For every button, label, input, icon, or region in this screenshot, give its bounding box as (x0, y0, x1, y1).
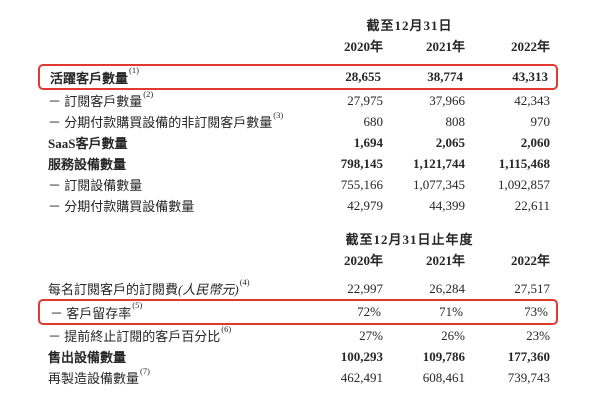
years-header-row: 2020年 2021年 2022年 (48, 248, 550, 270)
row-remanufactured-devices: 再製造設備數量(7) 462,491 608,461 739,743 (48, 365, 550, 388)
footnote-marker: (4) (239, 276, 250, 287)
year-header-2022: 2022年 (510, 252, 550, 268)
footnote-marker: (3) (273, 109, 284, 120)
footnote-marker: (1) (129, 65, 139, 76)
metric-label: 活躍客戶數量(1) (50, 65, 139, 86)
value-2020: 798,145 (340, 155, 383, 171)
value-2021: 37,966 (429, 92, 465, 108)
period-header: 截至12月31日止年度 (345, 231, 474, 247)
metric-label: SaaS客戶數量 (48, 136, 128, 151)
value-2020: 27,975 (347, 92, 383, 108)
metric-label: 服務設備數量 (48, 157, 127, 172)
metric-label: － 訂閱設備數量 (48, 178, 143, 193)
period-header-row: 截至12月31日 (48, 14, 550, 34)
value-2021: 26% (441, 327, 465, 343)
row-installment-devices: － 分期付款購買設備數量 42,979 44,399 22,611 (48, 195, 550, 216)
row-saas-customers: SaaS客戶數量 1,694 2,065 2,060 (48, 132, 550, 153)
value-2020: 755,166 (340, 176, 383, 192)
value-2021: 38,774 (427, 69, 463, 84)
operating-metrics-table-1: 截至12月31日 2020年 2021年 2022年 活躍客戶數量(1) 28,… (38, 0, 558, 216)
year-header-2020: 2020年 (343, 252, 383, 268)
value-2022: 177,360 (507, 348, 550, 364)
value-2020: 1,694 (353, 134, 383, 150)
value-2022: 23% (526, 327, 550, 343)
metric-label: 每名訂閱客戶的訂閱費(人民幣元)(4) (48, 276, 250, 297)
year-header-2021: 2021年 (425, 38, 465, 54)
row-customer-retention-rate: － 客戶留存率(5) 72% 71% 73% (38, 299, 558, 325)
value-2022: 43,313 (512, 69, 548, 84)
value-2021: 71% (439, 304, 463, 319)
value-2022: 73% (524, 304, 548, 319)
value-2020: 100,293 (340, 348, 383, 364)
value-2022: 970 (530, 113, 551, 129)
currency-unit-label: (人民幣元) (178, 282, 239, 297)
metric-label: 售出設備數量 (48, 350, 127, 365)
metric-label: － 分期付款購買設備數量 (48, 199, 195, 214)
row-subscription-customers: － 訂閱客戶數量(2) 27,975 37,966 42,343 (48, 88, 550, 111)
value-2020: 462,491 (340, 369, 383, 385)
row-active-customers: 活躍客戶數量(1) 28,655 38,774 43,313 (38, 64, 558, 90)
value-2021: 2,065 (435, 134, 465, 150)
value-2022: 1,092,857 (498, 176, 550, 192)
value-2021: 26,284 (429, 280, 465, 296)
metric-label: － 分期付款購買設備的非訂閱客戶數量(3) (48, 109, 284, 130)
value-2022: 2,060 (520, 134, 550, 150)
footnote-marker: (7) (140, 365, 150, 376)
operating-metrics-table-2: 截至12月31日止年度 2020年 2021年 2022年 每名訂閱客戶的訂閱費… (38, 228, 558, 388)
row-installment-non-subscription-customers: － 分期付款購買設備的非訂閱客戶數量(3) 680 808 970 (48, 109, 551, 132)
footnote-marker: (5) (132, 300, 143, 311)
period-header-row: 截至12月31日止年度 (48, 228, 550, 248)
metric-label: － 客戶留存率(5) (50, 300, 143, 321)
value-2022: 27,517 (514, 280, 550, 296)
footnote-marker: (6) (221, 323, 232, 334)
value-2021: 1,077,345 (413, 176, 465, 192)
year-header-2021: 2021年 (425, 252, 465, 268)
period-header: 截至12月31日 (366, 17, 453, 33)
value-2020: 680 (363, 113, 384, 129)
value-2021: 44,399 (429, 197, 465, 213)
value-2021: 608,461 (422, 369, 465, 385)
value-2022: 22,611 (514, 197, 550, 213)
value-2020: 27% (359, 327, 383, 343)
row-subscription-fee-per-customer: 每名訂閱客戶的訂閱費(人民幣元)(4) 22,997 26,284 27,517 (48, 276, 550, 299)
row-subscription-devices: － 訂閱設備數量 755,166 1,077,345 1,092,857 (48, 174, 550, 195)
footnote-marker: (2) (143, 88, 154, 99)
value-2021: 109,786 (422, 348, 465, 364)
value-2021: 1,121,744 (413, 155, 465, 171)
value-2022: 1,115,468 (498, 155, 550, 171)
years-header-row: 2020年 2021年 2022年 (48, 34, 550, 56)
year-header-2020: 2020年 (343, 38, 383, 54)
value-2022: 739,743 (507, 369, 550, 385)
metric-label: － 訂閱客戶數量(2) (48, 88, 154, 109)
value-2020: 28,655 (345, 69, 381, 84)
value-2020: 22,997 (347, 280, 383, 296)
metric-label: 再製造設備數量(7) (48, 365, 150, 386)
value-2021: 808 (445, 113, 466, 129)
row-serviced-devices: 服務設備數量 798,145 1,121,744 1,115,468 (48, 153, 550, 174)
row-early-termination-percentage: － 提前終止訂閱的客戶百分比(6) 27% 26% 23% (48, 323, 550, 346)
year-header-2022: 2022年 (510, 38, 550, 54)
row-devices-sold: 售出設備數量 100,293 109,786 177,360 (48, 346, 550, 367)
value-2020: 72% (357, 304, 381, 319)
value-2022: 42,343 (514, 92, 550, 108)
metric-label: － 提前終止訂閱的客戶百分比(6) (48, 323, 232, 344)
value-2020: 42,979 (347, 197, 383, 213)
